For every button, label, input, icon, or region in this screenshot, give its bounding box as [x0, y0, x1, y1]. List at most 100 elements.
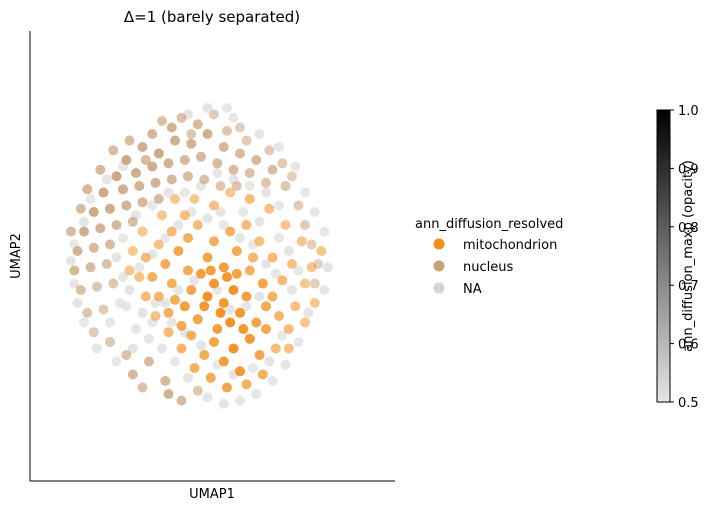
point-mitochondrion-39: [287, 259, 297, 269]
point-nucleus-54: [98, 304, 109, 315]
chart-title: Δ=1 (barely separated): [124, 8, 300, 26]
point-na-13: [293, 337, 304, 347]
point-mitochondrion-84: [231, 268, 242, 279]
legend-label-nucleus: nucleus: [463, 260, 513, 275]
point-nucleus-76: [82, 184, 93, 195]
point-nucleus-70: [264, 145, 275, 156]
point-mitochondrion-42: [241, 220, 252, 230]
legend-marker-nucleus: [433, 260, 445, 272]
point-mitochondrion-62: [300, 278, 310, 289]
point-na-82: [163, 187, 174, 198]
point-nucleus-36: [95, 223, 106, 234]
point-nucleus-83: [186, 129, 197, 139]
point-mitochondrion-57: [222, 382, 232, 393]
point-mitochondrion-12: [170, 294, 180, 305]
scatter-points: [66, 103, 333, 409]
point-mitochondrion-43: [225, 226, 236, 237]
point-nucleus-61: [163, 389, 174, 399]
x-axis-label: UMAP1: [189, 487, 235, 502]
point-mitochondrion-2: [196, 268, 206, 279]
point-mitochondrion-40: [267, 252, 278, 263]
point-mitochondrion-29: [183, 233, 193, 243]
point-nucleus-77: [75, 203, 86, 214]
point-na-22: [254, 129, 265, 139]
point-nucleus-56: [105, 337, 115, 347]
colorbar: 0.5 0.6 0.7 0.8 0.9 1.0 ann_diffusion_maxp (o…: [656, 104, 699, 411]
point-mitochondrion-85: [283, 343, 294, 354]
point-nucleus-24: [166, 174, 177, 185]
point-mitochondrion-78: [205, 265, 216, 276]
point-na-30: [79, 216, 89, 227]
point-nucleus-8: [251, 155, 262, 165]
point-mitochondrion-68: [209, 200, 219, 211]
colorbar-tick-label-2: 0.7: [678, 279, 699, 294]
point-mitochondrion-24: [163, 307, 174, 318]
legend-label-mitochondrion: mitochondrion: [463, 238, 557, 253]
point-nucleus-84: [140, 155, 151, 165]
point-mitochondrion-35: [267, 291, 278, 302]
point-nucleus-57: [121, 350, 132, 360]
point-na-51: [218, 220, 229, 230]
point-nucleus-21: [118, 184, 128, 195]
point-na-61: [238, 207, 249, 217]
colorbar-tick-label-5: 1.0: [678, 104, 699, 119]
point-nucleus-32: [121, 200, 132, 211]
point-mitochondrion-45: [192, 220, 203, 230]
point-nucleus-4: [186, 138, 197, 149]
point-nucleus-31: [105, 203, 115, 214]
point-na-8: [218, 398, 229, 409]
point-nucleus-10: [111, 171, 122, 182]
point-mitochondrion-7: [235, 307, 245, 318]
point-na-40: [160, 298, 171, 308]
point-nucleus-1: [137, 142, 148, 152]
point-na-52: [202, 213, 213, 224]
point-mitochondrion-48: [153, 239, 164, 250]
point-mitochondrion-38: [277, 275, 288, 286]
point-na-87: [244, 181, 255, 191]
point-nucleus-46: [85, 262, 96, 273]
point-mitochondrion-63: [296, 236, 307, 247]
point-na-0: [105, 317, 115, 328]
point-nucleus-7: [235, 148, 245, 159]
point-nucleus-63: [192, 385, 203, 396]
point-mitochondrion-72: [137, 226, 148, 237]
point-nucleus-13: [163, 158, 174, 169]
point-mitochondrion-80: [183, 265, 193, 276]
point-nucleus-3: [170, 135, 180, 146]
point-mitochondrion-53: [163, 327, 174, 338]
point-nucleus-19: [261, 177, 271, 188]
point-na-55: [160, 233, 171, 243]
point-na-17: [319, 226, 330, 237]
point-nucleus-2: [153, 148, 164, 159]
point-na-68: [264, 356, 275, 367]
point-mitochondrion-3: [218, 298, 229, 308]
point-nucleus-59: [144, 356, 154, 367]
point-nucleus-6: [218, 142, 229, 152]
point-mitochondrion-88: [306, 262, 317, 273]
point-na-83: [179, 187, 190, 198]
point-mitochondrion-23: [176, 320, 187, 331]
point-na-46: [254, 291, 265, 302]
point-nucleus-14: [179, 155, 190, 165]
point-nucleus-72: [287, 171, 297, 182]
legend-title: ann_diffusion_resolved: [415, 217, 563, 232]
point-mitochondrion-71: [157, 210, 167, 221]
point-mitochondrion-59: [257, 369, 268, 380]
point-nucleus-35: [79, 226, 89, 237]
y-axis-label: UMAP2: [9, 233, 24, 279]
point-na-21: [274, 142, 284, 152]
point-na-85: [212, 168, 223, 178]
point-mitochondrion-86: [300, 317, 310, 328]
point-mitochondrion-77: [222, 272, 232, 282]
point-nucleus-11: [131, 168, 141, 178]
point-na-5: [170, 356, 180, 367]
point-mitochondrion-22: [186, 330, 197, 341]
point-nucleus-74: [108, 145, 119, 156]
point-na-9: [235, 395, 245, 406]
point-na-77: [118, 272, 128, 282]
point-mitochondrion-52: [150, 311, 161, 321]
colorbar-tick-label-0: 0.5: [678, 396, 699, 411]
point-nucleus-20: [98, 187, 109, 198]
point-na-6: [183, 372, 193, 383]
point-mitochondrion-56: [205, 372, 216, 383]
